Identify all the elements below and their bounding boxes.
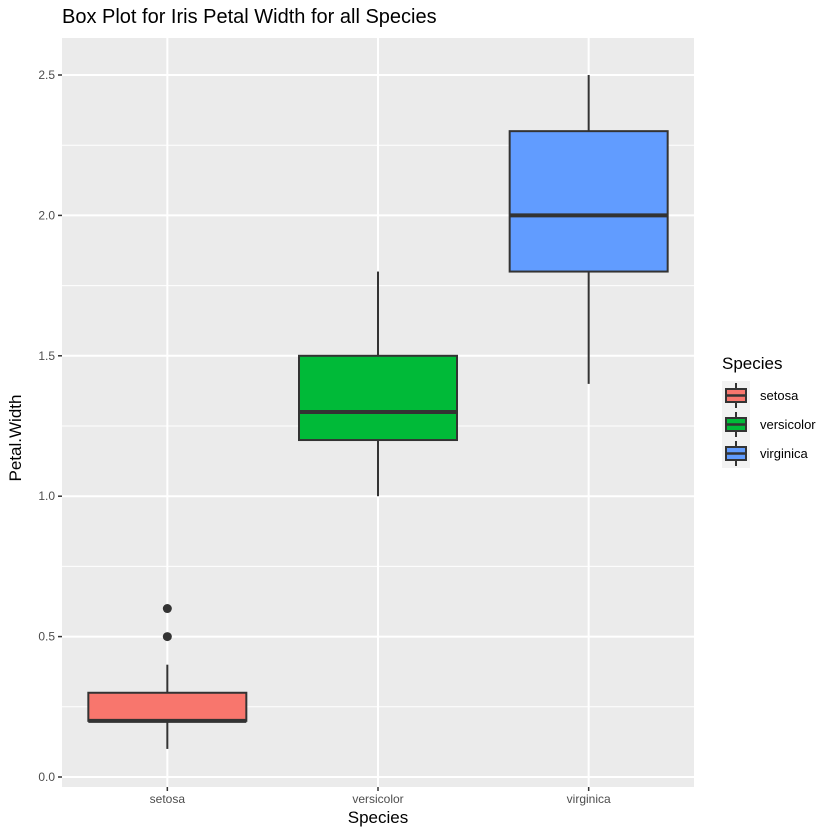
y-tick-label: 0.0 xyxy=(38,770,55,784)
outlier-point xyxy=(162,632,172,642)
x-tick-label: virginica xyxy=(567,792,611,806)
y-tick-label: 2.0 xyxy=(38,208,55,222)
x-tick-label: setosa xyxy=(150,792,186,806)
chart-title: Box Plot for Iris Petal Width for all Sp… xyxy=(62,6,437,28)
box-versicolor xyxy=(298,354,458,442)
legend-label-setosa: setosa xyxy=(760,388,799,403)
y-tick-label: 2.5 xyxy=(38,68,55,82)
y-tick-label: 0.5 xyxy=(38,630,55,644)
legend-title: Species xyxy=(722,354,783,373)
y-tick-label: 1.0 xyxy=(38,489,55,503)
y-axis-label: Petal.Width xyxy=(6,394,25,482)
box-setosa xyxy=(87,691,248,722)
box-virginica xyxy=(508,130,669,273)
legend-label-virginica: virginica xyxy=(760,446,808,461)
outlier-point xyxy=(162,604,172,614)
y-tick-label: 1.5 xyxy=(38,349,55,363)
x-tick-label: versicolor xyxy=(352,792,403,806)
x-axis-label: Species xyxy=(347,808,409,827)
legend-label-versicolor: versicolor xyxy=(760,417,816,432)
